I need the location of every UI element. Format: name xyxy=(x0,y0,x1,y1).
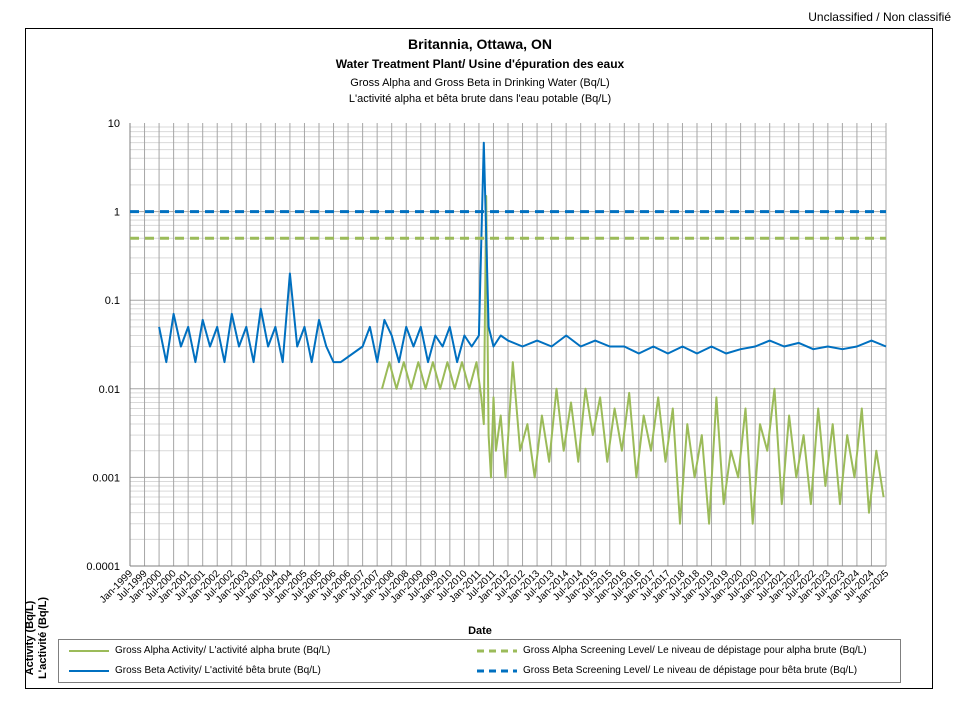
y-axis-title-en: Activity (Bq/L) xyxy=(24,600,36,676)
y-tick-label: 1 xyxy=(114,207,120,219)
y-tick-label: 10 xyxy=(108,118,120,130)
legend-swatch-beta-screening xyxy=(477,669,517,672)
series-gross-beta xyxy=(158,141,887,364)
legend: Gross Alpha Activity/ L'activité alpha b… xyxy=(58,639,901,683)
chart-subtitle-3: L'activité alpha et bêta brute dans l'ea… xyxy=(348,93,612,105)
y-tick-label: 0.001 xyxy=(92,472,120,484)
chart-frame xyxy=(25,28,933,689)
legend-label-alpha: Gross Alpha Activity/ L'activité alpha b… xyxy=(115,645,331,656)
x-axis-title: Date xyxy=(468,625,492,637)
legend-item-alpha: Gross Alpha Activity/ L'activité alpha b… xyxy=(69,645,330,656)
legend-swatch-alpha xyxy=(69,649,109,652)
chart-subtitle-2: Gross Alpha and Gross Beta in Drinking W… xyxy=(350,77,610,89)
y-tick-label: 0.1 xyxy=(105,295,120,307)
legend-item-alpha-screening: Gross Alpha Screening Level/ Le niveau d… xyxy=(477,645,867,656)
chart-subtitle: Water Treatment Plant/ Usine d'épuration… xyxy=(335,57,625,71)
series-gross-alpha xyxy=(381,195,885,525)
legend-item-beta-screening: Gross Beta Screening Level/ Le niveau de… xyxy=(477,665,857,676)
legend-item-beta: Gross Beta Activity/ L'activité bêta bru… xyxy=(69,665,321,676)
chart-title: Britannia, Ottawa, ON xyxy=(408,36,552,52)
y-axis-title: Activity (Bq/L) L'activité (Bq/L) xyxy=(24,548,64,728)
legend-label-beta-screening: Gross Beta Screening Level/ Le niveau de… xyxy=(523,665,858,676)
y-tick-label: 0.01 xyxy=(99,384,120,396)
legend-swatch-beta xyxy=(69,669,109,672)
y-tick-label: 0.0001 xyxy=(86,561,120,573)
classification-label: Unclassified / Non classifié xyxy=(808,10,951,24)
legend-label-alpha-screening: Gross Alpha Screening Level/ Le niveau d… xyxy=(523,645,867,656)
y-axis-title-fr: L'activité (Bq/L) xyxy=(37,596,49,680)
legend-label-beta: Gross Beta Activity/ L'activité bêta bru… xyxy=(115,665,321,676)
legend-swatch-alpha-screening xyxy=(477,649,517,652)
